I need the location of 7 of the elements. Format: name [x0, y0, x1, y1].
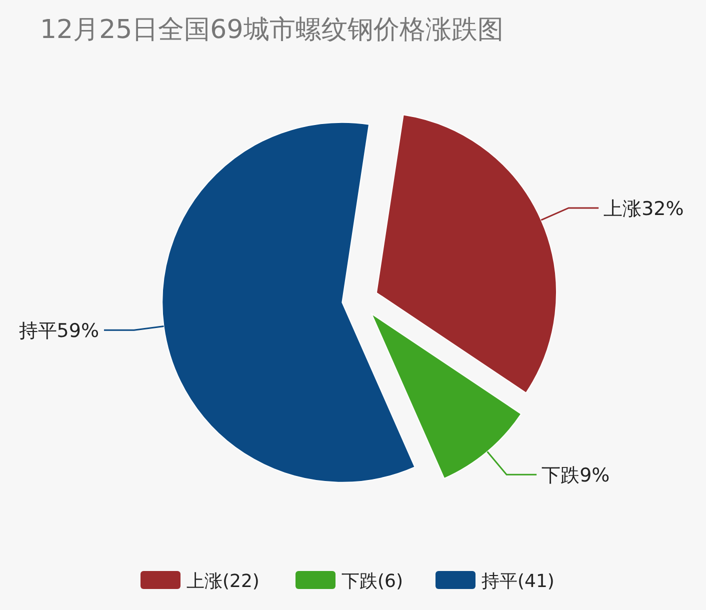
- legend-label: 上涨(22): [186, 571, 260, 592]
- legend-label: 下跌(6): [342, 571, 403, 592]
- data-label: 下跌9%: [542, 464, 610, 487]
- data-label: 上涨32%: [604, 198, 684, 220]
- legend-label: 持平(41): [482, 571, 554, 592]
- data-label: 持平59%: [18, 320, 100, 342]
- chart-title: 12月25日全国69城市螺纹钢价格涨跌图: [40, 15, 504, 45]
